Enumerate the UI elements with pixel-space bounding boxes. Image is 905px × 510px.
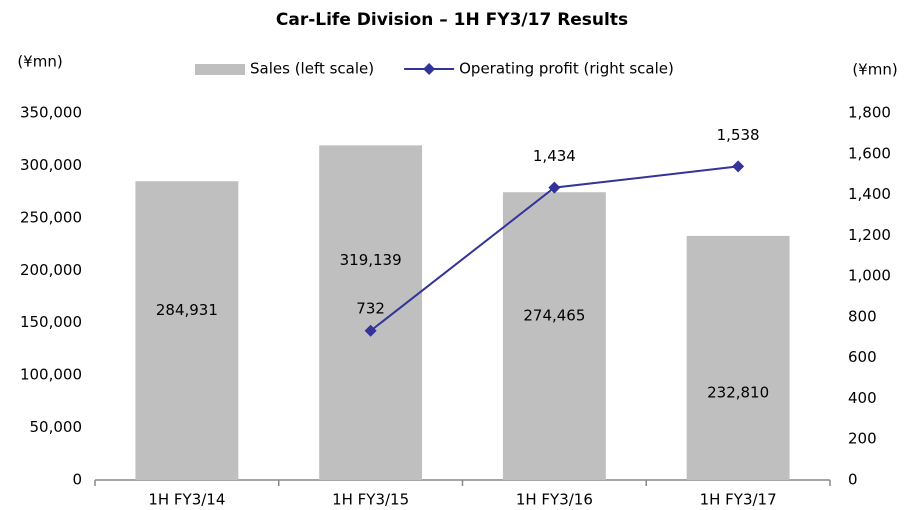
x-tick-label: 1H FY3/14	[148, 491, 225, 509]
line-marker	[548, 181, 561, 194]
legend-label: Operating profit (right scale)	[459, 60, 674, 78]
x-tick-label: 1H FY3/17	[700, 491, 777, 509]
bar-label: 284,931	[156, 301, 218, 319]
y2-tick-label: 0	[848, 471, 858, 489]
y-tick-label: 0	[72, 471, 82, 489]
y-axis-label: (¥mn)	[17, 53, 62, 71]
x-tick-label: 1H FY3/15	[332, 491, 409, 509]
legend-swatch	[195, 64, 245, 75]
bar	[319, 145, 423, 480]
bar	[686, 235, 790, 480]
y-tick-label: 200,000	[20, 261, 82, 279]
bar-label: 319,139	[340, 251, 402, 269]
y2-tick-label: 1,200	[848, 226, 891, 244]
y-tick-label: 250,000	[20, 208, 82, 226]
y2-tick-label: 400	[848, 389, 877, 407]
y2-tick-label: 1,400	[848, 185, 891, 203]
bar	[502, 192, 606, 480]
y2-tick-label: 800	[848, 307, 877, 325]
line-label: 1,434	[533, 147, 576, 165]
y2-tick-label: 1,000	[848, 267, 891, 285]
bar	[135, 181, 239, 480]
legend-label: Sales (left scale)	[250, 60, 374, 78]
line-label: 1,538	[717, 126, 760, 144]
y-tick-label: 100,000	[20, 366, 82, 384]
y2-tick-label: 1,600	[848, 144, 891, 162]
y2-tick-label: 1,800	[848, 104, 891, 122]
y-tick-label: 300,000	[20, 156, 82, 174]
bar-label: 274,465	[523, 307, 585, 325]
line-marker	[364, 324, 377, 337]
y2-tick-label: 600	[848, 348, 877, 366]
y-tick-label: 350,000	[20, 104, 82, 122]
y-tick-label: 150,000	[20, 313, 82, 331]
y2-axis-label: (¥mn)	[852, 61, 897, 79]
x-tick-label: 1H FY3/16	[516, 491, 593, 509]
line-marker	[732, 160, 745, 173]
bar-label: 232,810	[707, 383, 769, 401]
legend-marker	[423, 63, 436, 75]
line-label: 732	[356, 299, 385, 317]
y2-tick-label: 200	[848, 430, 877, 448]
y-tick-label: 50,000	[30, 418, 83, 436]
chart-title: Car-Life Division – 1H FY3/17 Results	[276, 10, 628, 30]
